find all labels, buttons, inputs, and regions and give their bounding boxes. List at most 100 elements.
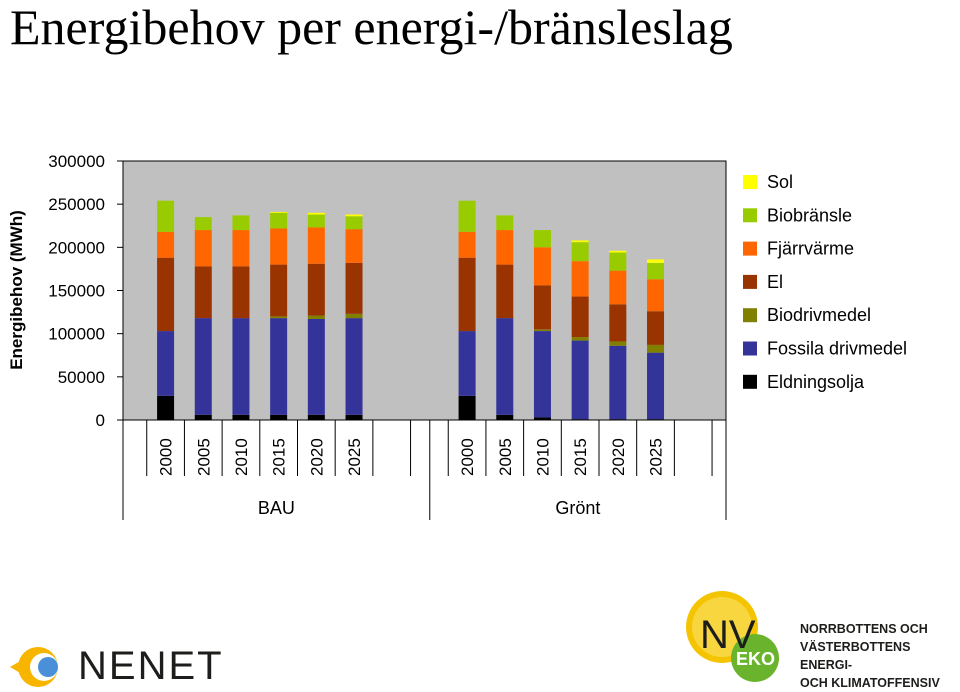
- x-tick-label: 2005: [194, 438, 213, 476]
- x-tick-label: 2000: [157, 438, 176, 476]
- bar-segment: [345, 262, 363, 314]
- bar-segment: [270, 316, 288, 319]
- bar-segment: [194, 414, 212, 420]
- bar-segment: [157, 231, 175, 258]
- bar-segment: [533, 331, 551, 418]
- bar-segment: [157, 331, 175, 396]
- legend-label: Fjärrvärme: [767, 239, 854, 259]
- bar-segment: [571, 242, 589, 262]
- bar-segment: [232, 266, 250, 319]
- bars-layer: [157, 200, 665, 420]
- bar-segment: [496, 215, 514, 231]
- bar-segment: [270, 264, 288, 317]
- x-tick-label: 2025: [647, 438, 666, 476]
- bar-segment: [458, 200, 476, 232]
- bar-segment: [270, 212, 288, 229]
- bar-segment: [307, 263, 325, 316]
- nenet-logo-text: NENET: [78, 644, 224, 688]
- bar-segment: [157, 200, 175, 232]
- legend-label: Biobränsle: [767, 205, 852, 225]
- x-axis: 2000 2005 2010 2015 2020 2025 2000 2005 2010 2015…: [122, 419, 727, 520]
- legend-label: El: [767, 272, 783, 292]
- bar-segment: [270, 228, 288, 265]
- bar-segment: [533, 285, 551, 330]
- nv-eko-logo-icon: NV EKO: [686, 591, 779, 682]
- y-tick-label: 150000: [48, 282, 105, 301]
- bar-segment: [157, 395, 175, 420]
- bar-segment: [609, 270, 627, 305]
- bar-segment: [571, 261, 589, 297]
- bar-segment: [307, 214, 325, 228]
- bar-segment: [533, 230, 551, 248]
- bar-segment: [609, 345, 627, 420]
- x-tick-label: 2020: [307, 438, 326, 476]
- klimatoffensiv-logo-text: NORRBOTTENS OCH VÄSTERBOTTENS ENERGI- OC…: [800, 620, 958, 692]
- bar-segment: [458, 395, 476, 420]
- bar-segment: [647, 311, 665, 345]
- x-tick-label: 2010: [232, 438, 251, 476]
- bar-segment: [571, 337, 589, 341]
- legend-swatch: [743, 308, 757, 323]
- legend: Sol Biobränsle Fjärrvärme El Biodrivmedel Fos…: [743, 172, 907, 392]
- bar-segment: [533, 329, 551, 332]
- bar-segment: [157, 257, 175, 332]
- bar-segment: [609, 252, 627, 271]
- x-tick-label: 2010: [533, 438, 552, 476]
- bar-segment: [571, 240, 589, 243]
- bar-segment: [458, 331, 476, 396]
- plot-area: [122, 160, 727, 421]
- bar-segment: [270, 318, 288, 415]
- bar-segment: [232, 414, 250, 420]
- y-tick-label: 50000: [58, 368, 105, 387]
- y-axis-label: Energibehov (MWh): [7, 210, 26, 370]
- x-tick-label: 2025: [345, 438, 364, 476]
- bar-segment: [647, 259, 665, 263]
- legend-label: Sol: [767, 172, 793, 192]
- legend-swatch: [743, 374, 757, 389]
- group-label: BAU: [258, 498, 295, 518]
- bar-segment: [307, 318, 325, 415]
- nenet-logo-icon: [10, 647, 58, 687]
- page-title: Energibehov per energi-/bränsleslag: [10, 0, 733, 55]
- bar-segment: [232, 215, 250, 231]
- bar-segment: [307, 414, 325, 420]
- bar-segment: [647, 279, 665, 312]
- x-tick-label: 2015: [571, 438, 590, 476]
- bar-segment: [307, 315, 325, 319]
- x-tick-label: 2015: [270, 438, 289, 476]
- legend-swatch: [743, 175, 757, 189]
- bar-segment: [571, 296, 589, 338]
- bar-segment: [571, 340, 589, 420]
- y-tick-label: 0: [96, 411, 105, 430]
- group-label: Grönt: [555, 498, 600, 518]
- bar-segment: [609, 341, 627, 346]
- x-tick-label: 2000: [458, 438, 477, 476]
- legend-label: Eldningsolja: [767, 372, 865, 392]
- bar-segment: [647, 262, 665, 280]
- bar-segment: [270, 414, 288, 420]
- bar-segment: [496, 264, 514, 319]
- y-tick-label: 300000: [48, 152, 105, 171]
- y-axis: 0 50000 100000 150000 200000 250000 300000: [48, 152, 124, 430]
- legend-label: Fossila drivmedel: [767, 339, 907, 359]
- legend-swatch: [743, 208, 757, 223]
- y-tick-label: 250000: [48, 195, 105, 214]
- bar-segment: [458, 257, 476, 332]
- bar-segment: [647, 352, 665, 420]
- x-tick-label: 2005: [496, 438, 515, 476]
- bar-segment: [194, 217, 212, 231]
- bar-segment: [307, 227, 325, 264]
- bar-segment: [609, 250, 627, 253]
- bar-segment: [194, 266, 212, 319]
- bar-segment: [194, 318, 212, 415]
- y-tick-label: 100000: [48, 325, 105, 344]
- bar-segment: [345, 313, 363, 319]
- bar-segment: [345, 414, 363, 420]
- bar-segment: [345, 229, 363, 263]
- legend-swatch: [743, 274, 757, 289]
- bar-segment: [232, 318, 250, 415]
- bar-segment: [533, 417, 551, 420]
- bar-segment: [270, 211, 288, 213]
- legend-swatch: [743, 241, 757, 256]
